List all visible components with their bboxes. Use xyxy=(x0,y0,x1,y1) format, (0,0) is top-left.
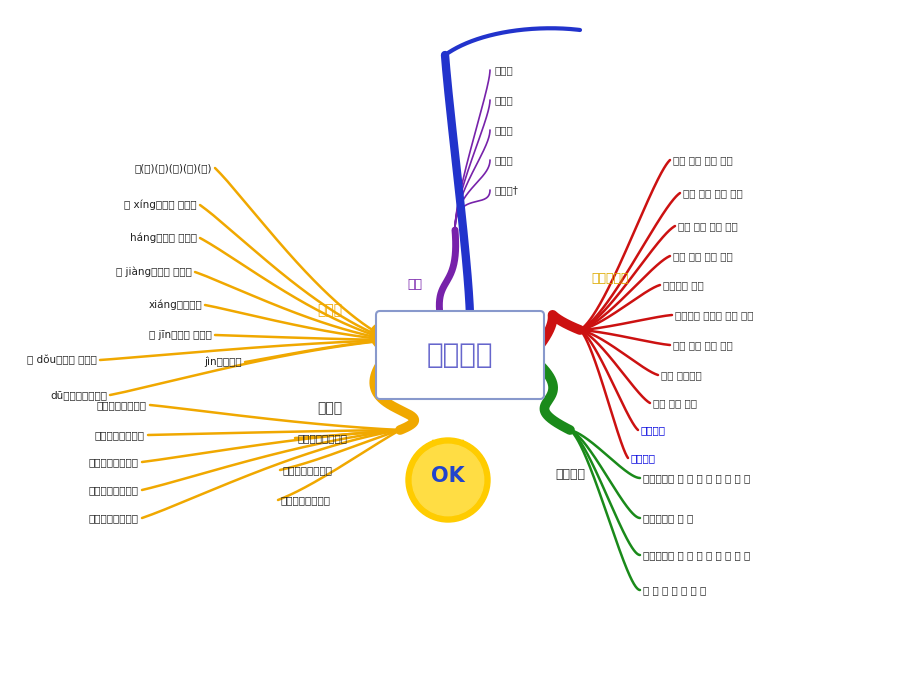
Text: 要求 平凡 胜利: 要求 平凡 胜利 xyxy=(652,398,697,408)
Circle shape xyxy=(405,438,490,522)
Text: 金风送爽: 金风送爽 xyxy=(641,425,665,435)
Circle shape xyxy=(412,444,483,515)
Text: 翘舌音：爽 壮 燃 著 状 炸 橙 察 识: 翘舌音：爽 壮 燃 著 状 炸 橙 察 识 xyxy=(642,473,749,483)
Text: 写词语: 写词语 xyxy=(317,401,342,415)
Text: 会读的词语: 会读的词语 xyxy=(591,271,628,284)
Text: 快乐（快快乐乐）: 快乐（快快乐乐） xyxy=(89,485,139,495)
Text: 偏旁: 偏旁 xyxy=(407,279,422,291)
Text: 认真（认认真真）: 认真（认认真真） xyxy=(298,433,347,443)
Text: （癶）: （癶） xyxy=(494,125,513,135)
Text: 木(植)(树)(村)(株)(森): 木(植)(树)(村)(株)(森) xyxy=(134,163,211,173)
Text: háng（銀行 一行）: háng（銀行 一行） xyxy=(130,233,197,244)
Text: xiáng（投降）: xiáng（投降） xyxy=(148,299,202,310)
Polygon shape xyxy=(423,440,443,460)
Text: 奇形怪状 蒲公英 降落 苍耳: 奇形怪状 蒲公英 降落 苍耳 xyxy=(675,310,753,320)
Text: 观察 菊花 残破 橙汁: 观察 菊花 残破 橙汁 xyxy=(673,340,732,350)
Text: 字音区分: 字音区分 xyxy=(554,469,584,482)
Text: dū（首都天都峰）: dū（首都天都峰） xyxy=(50,390,107,400)
Text: 为 xíng（行为 不行）: 为 xíng（行为 不行） xyxy=(124,199,197,210)
Text: 说笑（说说笑笑）: 说笑（说说笑笑） xyxy=(89,513,139,523)
Text: 平舌音：层 翠 残: 平舌音：层 翠 残 xyxy=(642,513,693,523)
Text: 进出（进进出出）: 进出（进进出出） xyxy=(96,400,147,410)
Text: 弯曲（弯弯曲曲）: 弯曲（弯弯曲曲） xyxy=(280,495,331,505)
Text: 降 jiàng（降落 下降）: 降 jiàng（降落 下降） xyxy=(116,267,192,277)
Text: 秋色宜人: 秋色宜人 xyxy=(630,453,655,463)
Polygon shape xyxy=(452,440,472,460)
Text: 许多（许许多多）: 许多（许许多多） xyxy=(95,430,145,440)
Text: 登山 梨树 灯笼 燃烧: 登山 梨树 灯笼 燃烧 xyxy=(682,188,742,198)
Text: 第一单元: 第一单元 xyxy=(426,341,493,369)
Text: 橘子 斜风细雨: 橘子 斜风细雨 xyxy=(660,370,701,380)
Text: （花）†: （花）† xyxy=(494,185,518,195)
Text: 多音字: 多音字 xyxy=(317,303,342,317)
Text: 高兴（高高兴兆）: 高兴（高高兴兆） xyxy=(89,457,139,467)
FancyBboxPatch shape xyxy=(376,311,543,399)
Text: 后鼻音：层 爽 壮 状 登 笼 浪 峰 当: 后鼻音：层 爽 壮 状 登 笼 浪 峰 当 xyxy=(642,550,749,560)
Text: 都 dŏu（都是 都有）: 都 dŏu（都是 都有） xyxy=(27,355,96,365)
Text: （爺）: （爺） xyxy=(494,65,513,75)
Text: （甲）: （甲） xyxy=(494,155,513,165)
Text: 来往（来来往往）: 来往（来来往往） xyxy=(283,465,333,475)
Text: 尽 jīn（尽头 周尽）: 尽 jīn（尽头 周尽） xyxy=(149,330,211,340)
Text: 勤劳 仙人 石盘 高粱: 勤劳 仙人 石盘 高粱 xyxy=(677,221,737,231)
Text: 染红 层叠 翠绿 冼爽: 染红 层叠 翠绿 冼爽 xyxy=(673,155,732,165)
Text: （疏）: （疏） xyxy=(494,95,513,105)
Text: 啊的一声 展开: 啊的一声 展开 xyxy=(663,280,703,290)
Text: OK: OK xyxy=(431,466,464,486)
Text: jìn（尽管）: jìn（尽管） xyxy=(204,357,242,367)
Text: 形 降 苍 骗 橙 枫 龙: 形 降 苍 骗 橙 枫 龙 xyxy=(642,585,706,595)
Text: 山峰 胳膚 当然 著名: 山峰 胳膚 当然 著名 xyxy=(673,251,732,261)
